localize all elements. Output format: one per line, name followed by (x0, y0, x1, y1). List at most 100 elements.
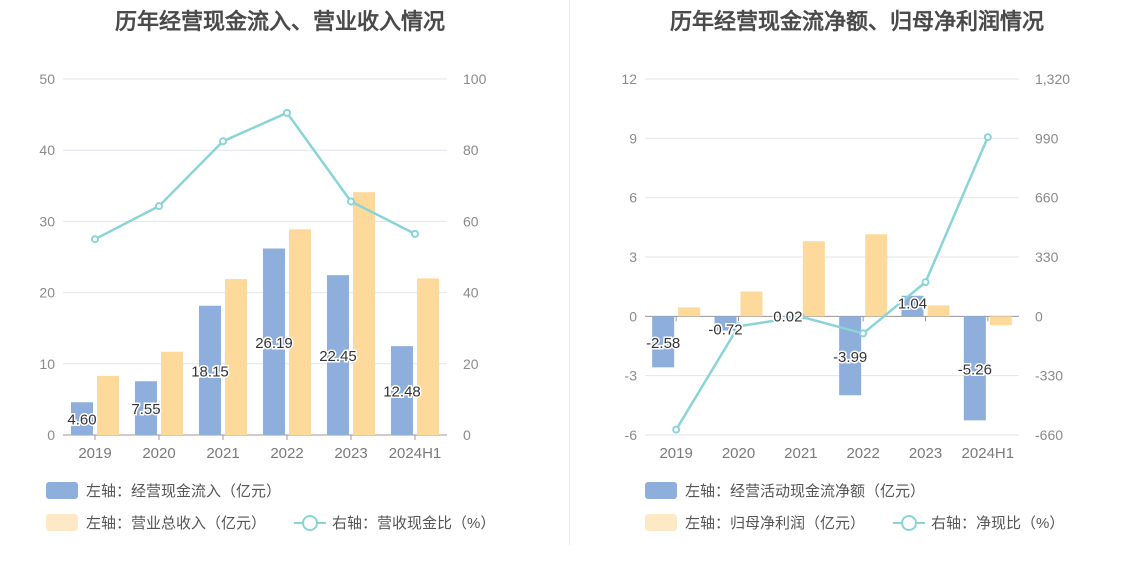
legend-item-cash-ratio[interactable]: 右轴：营收现金比（%） (294, 512, 495, 533)
bar-data-label: 0.02 (773, 308, 802, 325)
bar-secondary (927, 305, 950, 317)
bar-data-label: -3.99 (833, 349, 867, 366)
bar-data-label: 12.48 (383, 384, 421, 401)
ratio-point (921, 278, 930, 287)
bar-primary (714, 316, 737, 331)
y-left-tick-label: -6 (625, 427, 638, 443)
y-right-tick-label: 990 (1035, 130, 1059, 146)
bar-secondary (161, 351, 183, 435)
bar-data-label: 1.04 (898, 295, 927, 312)
ratio-point (983, 133, 992, 142)
x-tick-label: 2024H1 (389, 445, 442, 462)
bar-data-label: 26.19 (255, 335, 293, 352)
legend-label-net-profit: 左轴：归母净利润（亿元） (685, 515, 866, 532)
legend-item-net-profit[interactable]: 左轴：归母净利润（亿元） (645, 512, 865, 533)
x-tick-label: 2022 (846, 445, 879, 462)
y-right-tick-label: 330 (1035, 249, 1059, 265)
y-right-tick-label: -330 (1035, 368, 1063, 384)
bar-secondary (678, 307, 701, 317)
bar-data-label: -5.26 (958, 361, 992, 378)
chart-right-panel: 历年经营现金流净额、归母净利润情况 -6 -660 -3 -330 0 0 3 330 6 660… (567, 0, 1134, 582)
bar-data-label: 7.55 (131, 401, 160, 418)
y-right-tick-label: 660 (1035, 190, 1059, 206)
ratio-point (219, 137, 227, 146)
ratio-point (859, 329, 868, 338)
bar-secondary (802, 241, 825, 317)
bar-primary (391, 346, 413, 435)
y-left-tick-label: 50 (39, 71, 55, 87)
chart-left-panel: 历年经营现金流入、营业收入情况 0 0 10 20 20 40 30 60 40 80 50 100 2… (39, 9, 495, 533)
y-right-tick-label: 100 (463, 71, 487, 87)
y-left-tick-label: 20 (39, 285, 55, 301)
y-right-tick-label: 80 (463, 142, 479, 158)
bar-data-label: 18.15 (191, 363, 229, 380)
y-right-tick-label: 0 (1035, 308, 1043, 324)
bar-secondary (417, 278, 439, 435)
x-tick-label: 2019 (78, 445, 111, 462)
panel-divider (569, 0, 570, 545)
legend-swatch-net-profit (645, 514, 677, 531)
ratio-line (675, 136, 989, 431)
y-right-tick-label: 20 (463, 356, 479, 372)
legend-item-inflow[interactable]: 左轴：经营现金流入（亿元） (46, 480, 281, 501)
bar-primary (199, 305, 221, 435)
y-left-tick-label: 10 (39, 356, 55, 372)
y-right-tick-label: 1,320 (1035, 71, 1070, 87)
y-right-tick-label: -660 (1035, 427, 1063, 443)
chart-left-title: 历年经营现金流入、营业收入情况 (114, 9, 445, 34)
bar-secondary (289, 229, 311, 435)
y-left-tick-label: 9 (629, 130, 637, 146)
ratio-point (796, 312, 805, 321)
ratio-point (91, 235, 99, 244)
legend-swatch-revenue (46, 514, 78, 531)
legend-item-revenue[interactable]: 左轴：营业总收入（亿元） (46, 512, 266, 533)
y-right-tick-label: 40 (463, 285, 479, 301)
y-right-tick-label: 60 (463, 213, 479, 229)
bar-data-label: -0.72 (708, 321, 742, 338)
ratio-line (94, 111, 416, 241)
legend-swatch-net-cashflow (645, 482, 677, 499)
y-left-tick-label: 0 (629, 308, 637, 324)
x-tick-label: 2023 (909, 445, 942, 462)
bar-primary (263, 248, 285, 435)
x-tick-label: 2021 (784, 445, 817, 462)
y-left-tick-label: 30 (39, 213, 55, 229)
x-tick-label: 2023 (334, 445, 367, 462)
y-left-tick-label: 6 (629, 190, 637, 206)
chart-right-plot: -6 -660 -3 -330 0 0 3 330 6 660 9 990 12 1,320 2019 202… (621, 71, 1070, 462)
legend-line-icon (294, 514, 326, 532)
bar-data-label: -2.58 (646, 335, 680, 352)
bar-primary (963, 316, 986, 421)
bar-data-label: 4.60 (67, 412, 96, 429)
bar-primary (327, 275, 349, 435)
bar-secondary (97, 375, 119, 435)
bar-primary (71, 402, 93, 435)
bar-primary (901, 295, 924, 317)
ratio-point (347, 197, 355, 206)
bar-secondary (989, 316, 1012, 326)
legend-label-revenue: 左轴：营业总收入（亿元） (86, 515, 267, 532)
bar-secondary (865, 234, 888, 317)
ratio-point (283, 108, 291, 117)
bar-data-label: 22.45 (319, 348, 357, 365)
y-right-tick-label: 0 (463, 427, 471, 443)
ratio-point (734, 322, 743, 331)
y-left-tick-label: -3 (625, 368, 638, 384)
x-tick-label: 2021 (206, 445, 239, 462)
legend-label-net-cash-ratio: 右轴：净现比（%） (931, 515, 1065, 532)
bar-secondary (225, 279, 247, 435)
ratio-point (155, 202, 163, 211)
legend-item-net-cashflow[interactable]: 左轴：经营活动现金流净额（亿元） (645, 480, 925, 501)
y-left-tick-label: 12 (621, 71, 637, 87)
legend-item-net-cash-ratio[interactable]: 右轴：净现比（%） (893, 512, 1064, 533)
legend-label-cash-ratio: 右轴：营收现金比（%） (332, 515, 496, 532)
x-tick-label: 2022 (270, 445, 303, 462)
bar-primary (135, 381, 157, 435)
y-left-tick-label: 3 (629, 249, 637, 265)
ratio-point (672, 425, 681, 434)
bar-primary (652, 316, 675, 368)
bar-secondary (353, 192, 375, 435)
x-tick-label: 2024H1 (962, 445, 1015, 462)
y-left-tick-label: 40 (39, 142, 55, 158)
